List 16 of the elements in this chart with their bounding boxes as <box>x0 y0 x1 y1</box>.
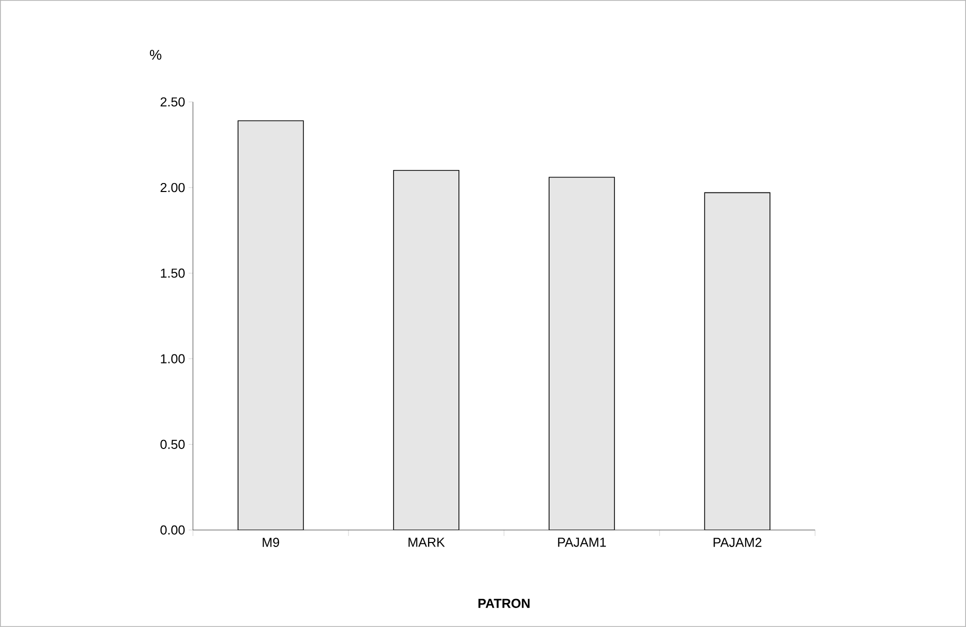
x-tick-label: PAJAM1 <box>558 538 606 547</box>
bar <box>238 120 304 530</box>
y-tick-label: 2.50 <box>160 97 185 107</box>
x-axis-title: PATRON <box>478 598 530 608</box>
y-tick-label: 1.00 <box>160 354 185 364</box>
bar <box>393 170 460 530</box>
x-tick-label: PAJAM2 <box>714 538 762 547</box>
y-tick-label: 1.50 <box>160 268 185 278</box>
y-tick-label: 0.50 <box>160 440 185 449</box>
y-axis-title: % <box>150 50 162 60</box>
x-tick-label: M9 <box>262 538 280 547</box>
y-tick-label: 0.00 <box>160 525 185 535</box>
bar <box>704 192 770 530</box>
bar <box>548 176 615 530</box>
y-tick-label: 2.00 <box>160 182 185 192</box>
x-tick-label: MARK <box>408 538 445 547</box>
